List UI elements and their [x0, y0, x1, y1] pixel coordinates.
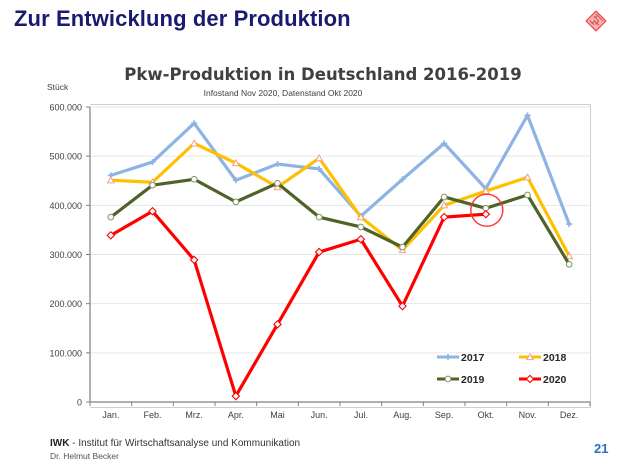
gridlines [90, 106, 590, 354]
data-point-marker [441, 140, 448, 147]
data-point-marker [524, 112, 531, 119]
series-line-2018 [109, 141, 571, 258]
data-point-marker [189, 255, 199, 265]
data-point-marker [273, 182, 282, 191]
y-axis-label: Stück [47, 82, 69, 92]
axes [86, 106, 591, 406]
data-point-marker [565, 251, 574, 260]
data-point-marker [316, 165, 323, 172]
data-point-marker [149, 181, 156, 189]
data-point-marker [148, 206, 157, 216]
legend-item-2019: 2019 [437, 374, 485, 386]
series-lines [106, 112, 574, 401]
series-line-2017 [109, 113, 571, 226]
data-point-marker [190, 139, 199, 147]
data-point-marker [398, 301, 407, 311]
series-2018 [106, 139, 574, 260]
legend-label: 2018 [543, 352, 567, 364]
y-tick-label: 0 [77, 398, 82, 408]
data-point-marker [149, 159, 156, 166]
chart-subtitle: Infostand Nov 2020, Datenstand Okt 2020 [204, 88, 363, 98]
data-point-marker [524, 191, 531, 199]
x-tick-label: Feb. [143, 410, 161, 420]
data-point-marker [107, 213, 115, 221]
data-point-marker [525, 374, 535, 384]
series-line-2020 [109, 209, 488, 398]
data-point-marker [232, 177, 239, 184]
y-tick-label: 300.000 [49, 250, 82, 260]
data-point-marker [274, 179, 281, 187]
legend-item-2020: 2020 [519, 374, 567, 386]
data-point-marker [315, 213, 323, 221]
data-point-marker [481, 209, 491, 219]
data-point-marker [191, 120, 198, 127]
y-tick-label: 400.000 [49, 201, 82, 211]
x-tick-label: Apr. [228, 410, 244, 420]
x-tick-label: Mrz. [185, 410, 203, 420]
x-tick-label: Mai [270, 410, 285, 420]
x-tick-label: Aug. [393, 410, 412, 420]
data-point-marker [523, 173, 532, 181]
data-point-marker [440, 201, 449, 209]
data-point-marker [231, 158, 240, 167]
x-tick-labels: Jan. Feb. Mrz. Apr. Mai Jun. Jul. Aug. Sep. Okt. N… [102, 410, 578, 420]
chart-title: Pkw-Produktion in Deutschland 2016-2019 [124, 65, 521, 84]
x-tick-label: Dez. [560, 410, 579, 420]
footer-person: Dr. Helmut Becker [50, 451, 119, 461]
data-point-marker [231, 391, 241, 401]
legend-label: 2017 [461, 352, 485, 364]
data-point-marker [399, 243, 406, 251]
legend: 2017 2018 2019 2020 [437, 352, 567, 386]
series-line-2019 [109, 177, 571, 266]
slide-title: Zur Entwicklung der Produktion [14, 6, 351, 31]
data-point-marker [525, 352, 535, 361]
data-point-marker [273, 319, 282, 329]
x-tick-label: Jul. [354, 410, 368, 420]
data-point-marker [106, 230, 116, 240]
red-maze-logo-icon [585, 10, 607, 32]
data-point-marker [439, 212, 449, 222]
x-tick-label: Jun. [311, 410, 328, 420]
legend-item-2018: 2018 [519, 352, 567, 364]
legend-label: 2020 [543, 374, 567, 386]
data-point-marker [565, 260, 573, 268]
footer-org-text: - Institut für Wirtschaftsanalyse und Ko… [69, 438, 301, 449]
series-2019 [107, 175, 573, 268]
x-tick-label: Sep. [435, 410, 454, 420]
x-tick-label: Nov. [519, 410, 537, 420]
data-point-marker [315, 153, 324, 162]
legend-item-2017: 2017 [437, 352, 485, 364]
x-tick-label: Jan. [102, 410, 119, 420]
footer-organization: IWK - Institut für Wirtschaftsanalyse un… [50, 438, 300, 449]
data-point-marker [357, 223, 365, 231]
x-tick-label: Okt. [478, 410, 495, 420]
data-point-marker [399, 176, 406, 183]
annotations [470, 193, 504, 227]
data-point-marker [274, 161, 281, 168]
series-2020 [106, 206, 491, 401]
y-tick-label: 600.000 [49, 103, 82, 113]
data-point-marker [444, 375, 452, 383]
data-point-marker [356, 212, 365, 221]
data-point-marker [190, 175, 198, 183]
data-point-marker [356, 234, 366, 244]
y-tick-label: 200.000 [49, 299, 82, 309]
y-tick-labels: 0 100.000 200.000 300.000 400.000 500.000 600.… [49, 103, 82, 408]
data-point-marker [232, 198, 240, 206]
data-point-marker [314, 247, 324, 257]
chart-frame [90, 104, 591, 408]
legend-label: 2019 [461, 374, 485, 386]
footer-org-abbr: IWK [50, 438, 70, 449]
data-point-marker [445, 354, 451, 360]
page-number: 21 [594, 441, 609, 456]
highlight-circle [470, 193, 504, 227]
data-point-marker [106, 176, 115, 184]
data-point-marker [566, 221, 573, 228]
data-point-marker [440, 193, 448, 201]
y-tick-label: 500.000 [49, 152, 82, 162]
y-tick-label: 100.000 [49, 348, 82, 358]
